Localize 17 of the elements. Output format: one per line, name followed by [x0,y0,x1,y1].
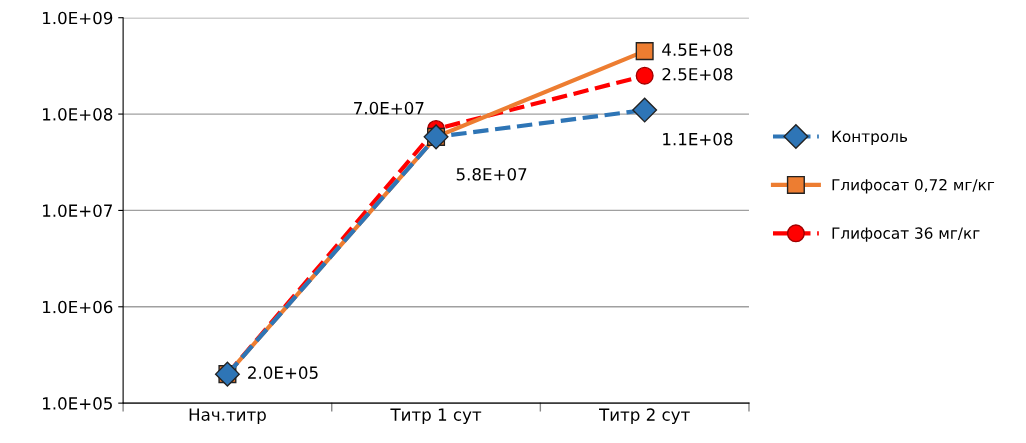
data-label: 2.5E+08 [662,67,733,81]
data-label: 4.5E+08 [662,43,733,56]
y-tick-label: 1.0E+08 [43,108,113,121]
x-tick-label: Титр 1 сут [390,408,482,425]
y-tick-label: 1.0E+09 [43,11,113,25]
data-label: 7.0E+07 [354,101,424,115]
legend-label: Контроль [832,130,908,146]
legend-label: Глифосат 36 мг/кг [832,227,980,242]
data-label: 5.8E+07 [456,167,527,181]
x-tick-label: Титр 2 сут [599,408,690,425]
y-tick-label: 1.0E+06 [43,300,113,314]
legend-label: Глифосат 0,72 мг/кг [832,178,995,194]
y-tick-label: 1.0E+07 [43,204,112,217]
data-label: 1.1E+08 [663,132,733,146]
data-label: 2.0E+05 [248,366,318,379]
y-tick-label: 1.0E+05 [43,397,112,410]
x-tick-label: Нач.титр [189,408,266,425]
